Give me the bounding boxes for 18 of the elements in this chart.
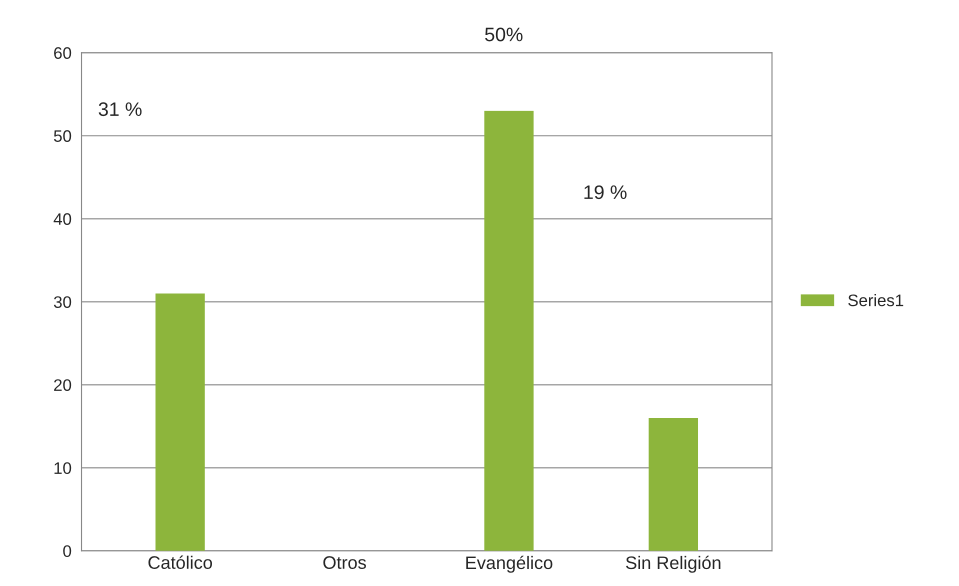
y-tick-label: 0 [63,545,72,558]
annotation: 31 % [98,102,142,116]
bar [155,293,205,551]
y-tick-label: 10 [54,462,72,474]
y-tick-label: 50 [54,130,72,142]
bar [648,418,698,551]
text: 50% [485,28,523,42]
x-tick-label: Evangélico [466,556,552,573]
bar [484,110,534,551]
annotation: 19 % [584,185,627,200]
y-tick-label: 30 [54,296,72,308]
x-tick-label: Católico [148,555,212,569]
legend-label: Series1 [848,294,904,306]
x-tick-label: Sin Religión [626,556,720,573]
y-tick-label: 60 [54,47,72,59]
x-tick-label: Otros [323,556,366,569]
y-tick-label: 20 [54,379,72,392]
y-tick-label: 40 [54,213,72,225]
